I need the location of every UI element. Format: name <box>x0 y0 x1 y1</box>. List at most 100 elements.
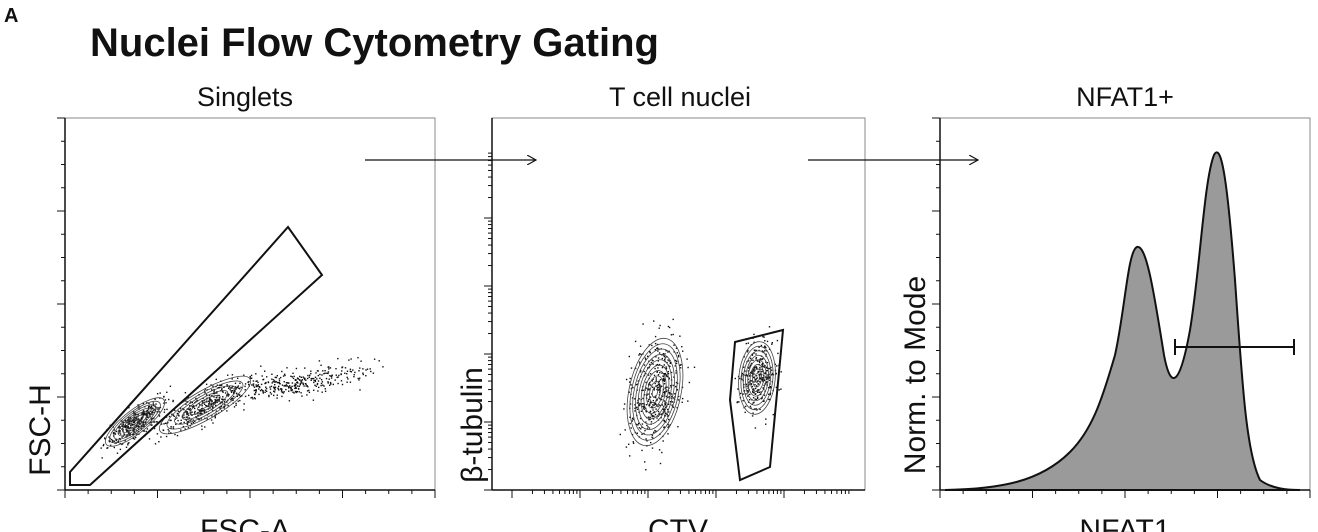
event-dot <box>655 377 657 379</box>
event-dot <box>360 360 362 362</box>
event-dot <box>170 419 172 422</box>
contour <box>121 411 149 433</box>
event-dot <box>769 393 771 396</box>
event-dot <box>152 409 155 411</box>
event-dot <box>316 382 319 385</box>
event-dot <box>137 418 140 420</box>
event-dot <box>762 377 764 379</box>
contour <box>109 400 161 444</box>
event-dot <box>282 375 285 377</box>
event-dot <box>154 408 156 411</box>
event-dot <box>665 421 667 423</box>
event-dot <box>174 418 176 420</box>
event-dot <box>145 430 147 433</box>
event-dot <box>320 384 322 387</box>
event-dot <box>133 438 136 440</box>
event-dot <box>679 335 681 337</box>
event-dot <box>771 343 773 345</box>
event-dot <box>265 390 268 392</box>
event-dot <box>332 383 334 386</box>
event-dot <box>127 425 129 428</box>
event-dot <box>281 370 283 373</box>
event-dot <box>104 437 106 439</box>
event-dot <box>162 429 165 432</box>
event-dot <box>635 383 638 386</box>
event-dot <box>349 381 352 383</box>
event-dot <box>257 384 260 386</box>
event-dot <box>200 418 202 420</box>
event-dot <box>188 417 191 419</box>
event-dot <box>285 382 288 384</box>
event-dot <box>283 373 286 375</box>
event-dot <box>755 357 758 359</box>
event-dot <box>172 426 175 428</box>
event-dot <box>221 389 223 391</box>
event-dot <box>134 412 136 414</box>
event-dot <box>221 402 223 404</box>
event-dot <box>776 365 778 367</box>
event-dot <box>114 432 116 435</box>
event-dot <box>753 388 755 390</box>
event-dot <box>278 382 280 384</box>
event-dot <box>219 408 221 410</box>
event-dot <box>190 401 192 403</box>
gate <box>728 328 785 482</box>
event-dot <box>642 323 644 325</box>
event-dot <box>223 407 225 409</box>
event-dot <box>752 391 754 393</box>
event-dot <box>749 364 752 366</box>
event-dot <box>230 387 232 389</box>
event-dot <box>308 376 310 378</box>
event-dot <box>673 351 675 353</box>
event-dot <box>665 367 668 370</box>
event-dot <box>754 398 756 400</box>
event-dot <box>675 385 677 388</box>
event-dot <box>273 391 276 393</box>
event-dot <box>224 392 227 394</box>
event-dot <box>268 394 270 397</box>
event-dot <box>170 426 172 428</box>
event-dot <box>144 413 146 415</box>
event-dot <box>742 400 744 402</box>
event-dot <box>650 401 653 404</box>
event-dot <box>160 436 162 438</box>
event-dot <box>281 389 283 391</box>
event-dot <box>369 368 371 370</box>
event-dot <box>652 378 654 380</box>
event-dot <box>656 370 659 373</box>
event-dot <box>226 394 228 396</box>
event-dot <box>649 352 651 354</box>
event-dot <box>141 413 144 415</box>
event-dot <box>180 422 182 424</box>
plot-frame <box>491 117 866 491</box>
event-dot <box>189 405 191 407</box>
event-dot <box>662 378 664 380</box>
event-dot <box>310 379 312 381</box>
event-dot <box>765 366 768 368</box>
event-dot <box>347 378 349 380</box>
event-dot <box>754 427 757 429</box>
event-dot <box>661 385 663 387</box>
event-dot <box>759 373 761 375</box>
event-dot <box>672 406 675 408</box>
event-dot <box>648 419 650 421</box>
event-dot <box>119 442 121 445</box>
event-dot <box>113 429 115 431</box>
event-dot <box>769 387 771 389</box>
event-dot <box>201 428 203 431</box>
event-dot <box>657 347 659 349</box>
event-dot <box>661 372 663 374</box>
event-dot <box>362 368 364 370</box>
event-dot <box>325 377 328 380</box>
event-dot <box>110 438 113 441</box>
event-dot <box>664 404 667 406</box>
event-dot <box>128 434 130 436</box>
event-dot <box>221 390 224 393</box>
event-dot <box>358 379 360 381</box>
event-dot <box>221 398 223 400</box>
event-dot <box>354 371 356 374</box>
event-dot <box>741 372 743 375</box>
event-dot <box>252 383 255 385</box>
event-dot <box>267 381 270 384</box>
